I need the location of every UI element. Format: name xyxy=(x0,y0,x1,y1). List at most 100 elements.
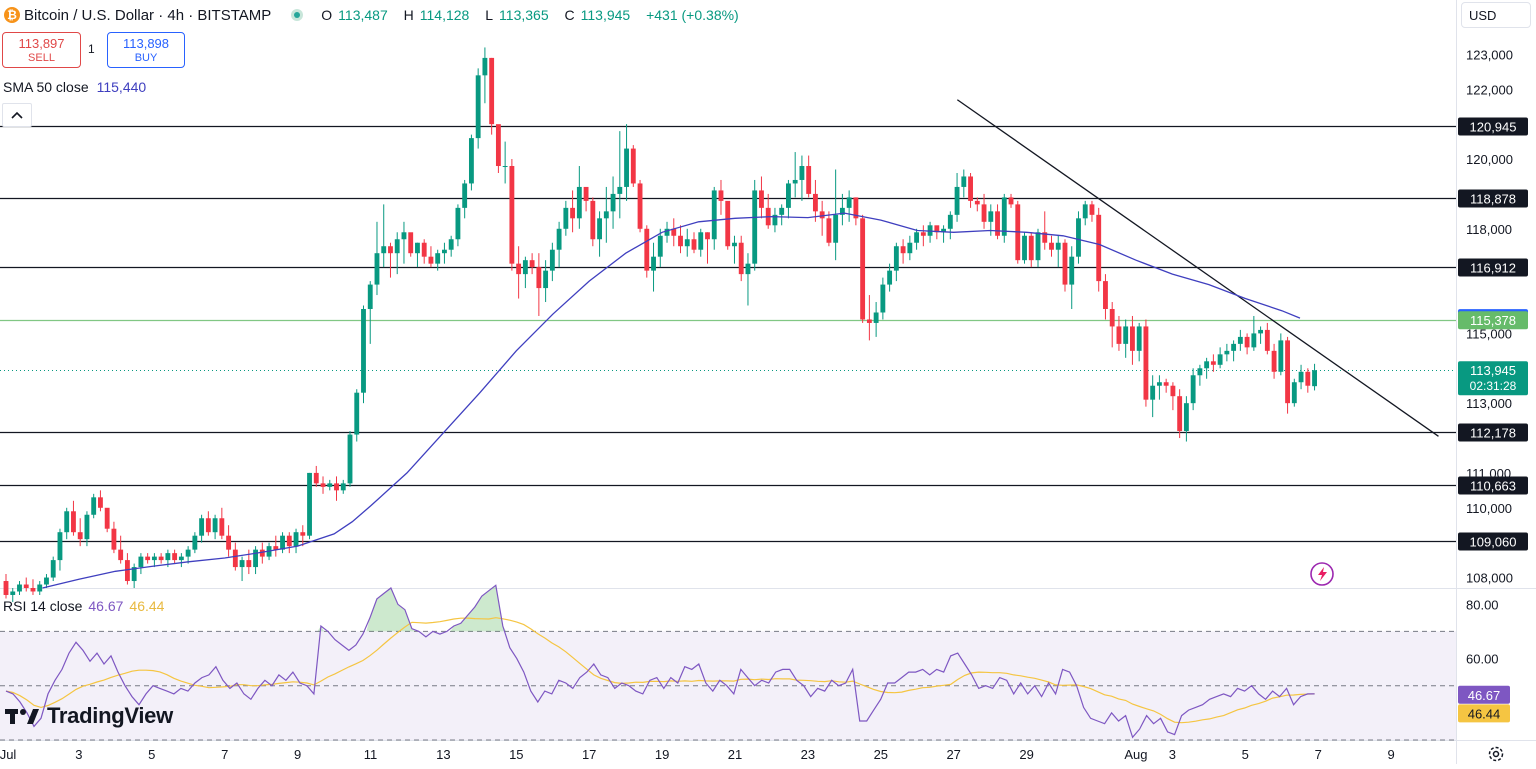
candle-body xyxy=(1251,333,1257,348)
candle-body xyxy=(853,197,859,219)
candle-body xyxy=(17,584,22,592)
candle-body xyxy=(300,532,306,536)
candle-body xyxy=(1069,256,1075,285)
time-tick-label: Aug xyxy=(1124,747,1147,762)
candle-body xyxy=(1190,375,1196,404)
level-label: 109,060 xyxy=(1470,535,1517,550)
candle-body xyxy=(44,577,49,585)
candle-body xyxy=(1022,235,1027,261)
candle-body xyxy=(374,253,380,285)
price-tick-label: 110,000 xyxy=(1466,501,1512,516)
candle-body xyxy=(1210,361,1216,365)
candle-body xyxy=(253,549,258,568)
rsi-ma-line xyxy=(5,617,1315,724)
candle-body xyxy=(576,186,582,219)
candle-body xyxy=(347,434,353,484)
candle-body xyxy=(974,200,980,205)
sell-button[interactable]: 113,897 SELL xyxy=(2,32,81,68)
time-tick-label: 5 xyxy=(148,747,155,762)
candle-body xyxy=(934,225,940,233)
candle-body xyxy=(64,511,70,533)
time-tick-label: 25 xyxy=(874,747,888,762)
candle-body xyxy=(590,200,596,240)
candle-body xyxy=(435,253,441,264)
candle-body xyxy=(1109,309,1115,327)
rsi-overbought-fill xyxy=(366,588,416,632)
candle-body xyxy=(772,214,778,226)
candle-body xyxy=(1231,343,1237,351)
candle-body xyxy=(624,148,629,187)
candle-body xyxy=(698,232,704,250)
candle-body xyxy=(1096,214,1102,282)
candle-body xyxy=(657,235,663,257)
price-tick-label: 115,000 xyxy=(1466,326,1512,341)
level-label: 112,178 xyxy=(1470,426,1516,441)
candle-body xyxy=(1028,235,1034,261)
ohlc-close: 113,945 xyxy=(580,7,631,23)
candle-body xyxy=(246,560,252,568)
rsi-ma-label: 46.44 xyxy=(1468,706,1501,721)
time-tick-label: 3 xyxy=(75,747,82,762)
rsi-band-fill xyxy=(0,631,1456,740)
symbol-title[interactable]: Bitcoin / U.S. Dollar · 4h · BITSTAMP xyxy=(24,6,272,24)
candle-body xyxy=(1150,385,1156,400)
candle-body xyxy=(806,166,812,194)
candle-body xyxy=(1163,382,1169,386)
candle-body xyxy=(448,239,454,250)
candle-body xyxy=(678,235,683,247)
candle-body xyxy=(185,549,191,557)
time-tick-label: 13 xyxy=(436,747,450,762)
candle-body xyxy=(900,246,906,254)
currency-select[interactable]: USD xyxy=(1461,2,1531,28)
symbol-header: ₿ Bitcoin / U.S. Dollar · 4h · BITSTAMP … xyxy=(0,0,1456,30)
candle-body xyxy=(192,535,198,550)
candle-body xyxy=(1305,371,1311,386)
candle-body xyxy=(489,57,495,125)
candle-body xyxy=(455,207,461,240)
lightning-icon-bolt xyxy=(1318,567,1327,581)
candle-body xyxy=(1062,242,1068,285)
gear-icon[interactable] xyxy=(1486,744,1506,764)
candle-body xyxy=(907,242,913,254)
buy-button[interactable]: 113,898 BUY xyxy=(107,32,185,68)
rsi-legend[interactable]: RSI 14 close 46.67 46.44 xyxy=(3,598,164,614)
candle-body xyxy=(482,57,488,76)
candle-body xyxy=(340,483,346,491)
candle-body xyxy=(664,228,670,236)
candle-body xyxy=(98,497,103,508)
sma-level-label: 115,378 xyxy=(1470,313,1516,328)
price-tick-label: 108,000 xyxy=(1466,571,1513,586)
candle-body xyxy=(570,207,576,219)
collapse-legend-button[interactable] xyxy=(2,103,32,127)
candle-body xyxy=(1156,382,1162,386)
candle-body xyxy=(779,207,785,215)
price-tick-label: 118,000 xyxy=(1466,222,1512,237)
candle-body xyxy=(887,270,893,285)
candle-body xyxy=(1103,281,1108,309)
market-status-icon[interactable] xyxy=(291,9,304,21)
candle-body xyxy=(71,511,76,533)
candle-body xyxy=(158,556,164,561)
candle-body xyxy=(1244,336,1250,348)
candle-body xyxy=(759,190,764,208)
candle-body xyxy=(684,239,690,247)
rsi-value-label: 46.67 xyxy=(1468,688,1501,703)
sma-legend[interactable]: SMA 50 close 115,440 xyxy=(3,79,146,95)
ohlc-readout: O 113,487 H 114,128 L 113,365 C 113,945 +431… xyxy=(321,7,739,23)
candle-body xyxy=(428,256,434,264)
candle-body xyxy=(205,518,211,533)
level-badge xyxy=(1458,423,1528,442)
candle-body xyxy=(792,179,798,184)
level-badge xyxy=(1458,189,1528,208)
candle-body xyxy=(866,319,872,323)
candle-body xyxy=(529,260,535,268)
chevron-up-icon xyxy=(11,111,23,119)
candle-body xyxy=(1123,326,1129,344)
candle-body xyxy=(1076,218,1081,257)
candle-body xyxy=(495,124,501,167)
candle-body xyxy=(313,472,319,484)
candle-body xyxy=(111,528,117,550)
candle-body xyxy=(941,228,947,233)
